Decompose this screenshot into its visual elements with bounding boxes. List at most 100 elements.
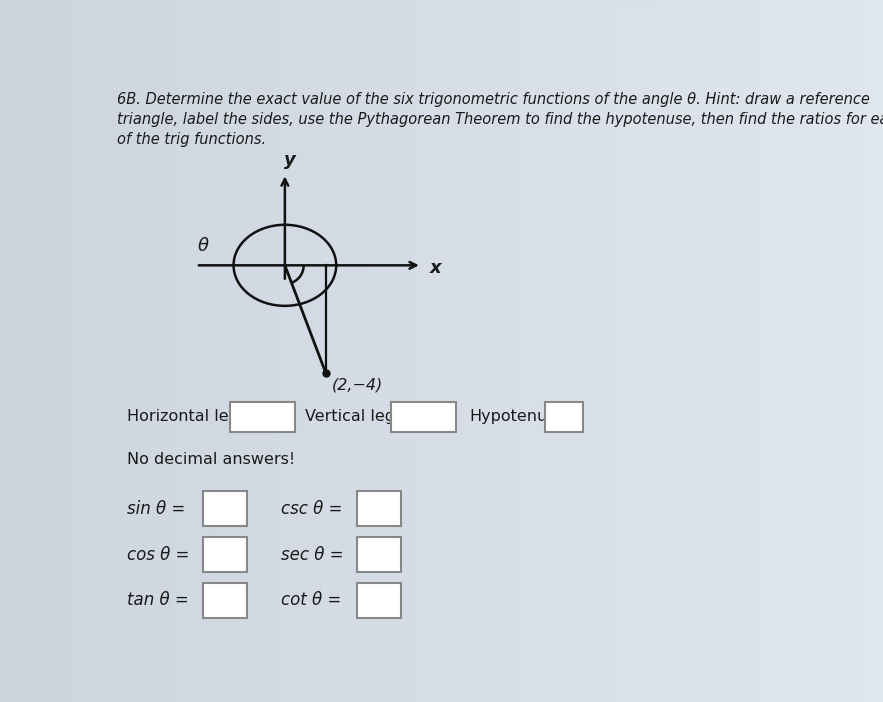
Bar [486,0,490,702]
Bar [155,0,159,702]
Bar [852,0,857,702]
Bar [821,0,826,702]
Bar [565,0,570,702]
Bar [194,0,199,702]
Bar [706,0,711,702]
Bar [464,0,468,702]
Bar [834,0,839,702]
Bar [865,0,870,702]
Text: (2,−4): (2,−4) [331,378,382,392]
Bar [437,0,442,702]
Bar [336,0,340,702]
Bar [150,0,155,702]
Text: Hypotenuse:: Hypotenuse: [470,409,571,424]
Bar [609,0,614,702]
Bar [675,0,680,702]
Bar [411,0,415,702]
Bar [397,0,402,702]
Bar [419,0,424,702]
Bar [119,0,124,702]
Text: csc θ =: csc θ = [282,500,343,517]
Bar [605,0,609,702]
Text: tan θ =: tan θ = [127,592,189,609]
Bar [600,0,605,702]
FancyBboxPatch shape [357,583,401,618]
Bar [843,0,848,702]
Bar [225,0,230,702]
Bar [826,0,830,702]
Bar [137,0,141,702]
Bar [702,0,706,702]
Bar [190,0,194,702]
Bar [389,0,393,702]
Bar [645,0,649,702]
Bar [84,0,88,702]
Bar [260,0,265,702]
Bar [35,0,40,702]
Bar [799,0,804,702]
FancyBboxPatch shape [203,583,247,618]
Bar [208,0,212,702]
Bar [539,0,543,702]
Bar [667,0,671,702]
Bar [366,0,371,702]
Text: No decimal answers!: No decimal answers! [127,452,296,468]
Bar [230,0,234,702]
Text: x: x [430,259,442,277]
Bar [256,0,260,702]
Bar [247,0,252,702]
Bar [57,0,62,702]
Bar [720,0,724,702]
Bar [327,0,331,702]
Bar [777,0,781,702]
Bar [764,0,768,702]
Bar [728,0,733,702]
Bar [322,0,327,702]
Bar [291,0,296,702]
Bar [185,0,190,702]
Bar [79,0,84,702]
Bar [874,0,879,702]
FancyBboxPatch shape [203,491,247,526]
Text: θ: θ [197,237,208,256]
Bar [221,0,225,702]
Bar [110,0,115,702]
Bar [671,0,675,702]
Bar [53,0,57,702]
Bar [22,0,26,702]
Bar [124,0,128,702]
Bar [433,0,437,702]
Bar [472,0,477,702]
Bar [415,0,419,702]
Bar [561,0,565,702]
Bar [424,0,428,702]
Bar [203,0,208,702]
Bar [163,0,168,702]
Bar [631,0,636,702]
Bar [349,0,353,702]
Text: sec θ =: sec θ = [282,545,344,564]
Bar [159,0,163,702]
FancyBboxPatch shape [203,537,247,572]
Bar [371,0,375,702]
Text: Horizontal leg:: Horizontal leg: [127,409,245,424]
Bar [132,0,137,702]
Bar [693,0,698,702]
Bar [18,0,22,702]
Bar [459,0,464,702]
FancyBboxPatch shape [545,402,583,432]
Bar [88,0,93,702]
Bar [715,0,720,702]
Bar [848,0,852,702]
Bar [689,0,693,702]
Bar [49,0,53,702]
Bar [521,0,525,702]
Bar [808,0,812,702]
Bar [362,0,366,702]
Bar [857,0,861,702]
Bar [287,0,291,702]
Bar [238,0,243,702]
Bar [653,0,658,702]
Bar [662,0,667,702]
Text: sin θ =: sin θ = [127,500,185,517]
